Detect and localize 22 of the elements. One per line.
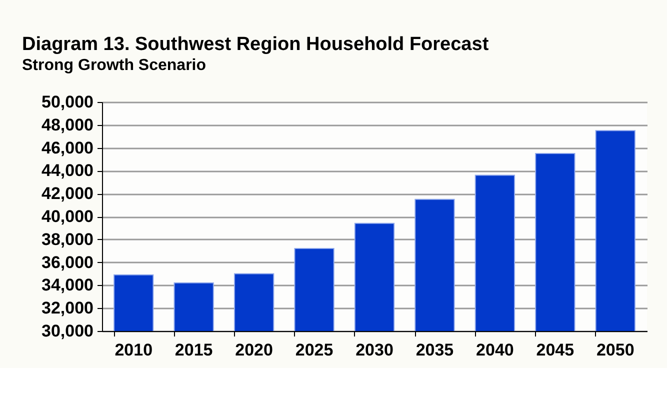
y-tick-label: 36,000 — [42, 252, 94, 272]
y-tick-label: 50,000 — [42, 92, 94, 112]
y-tick-label: 44,000 — [42, 161, 94, 180]
x-tick-label: 2035 — [416, 340, 454, 360]
y-tick-label: 30,000 — [42, 322, 94, 340]
x-tick-label: 2045 — [536, 340, 574, 360]
chart-title: Diagram 13. Southwest Region Household Forecast — [22, 34, 490, 55]
x-tick-label: 2010 — [114, 340, 153, 360]
x-tick-label: 2025 — [295, 340, 334, 360]
y-tick-label: 40,000 — [42, 207, 94, 226]
x-tick-label: 2015 — [174, 340, 213, 360]
x-tick-label: 2050 — [596, 340, 634, 360]
y-tick-label: 38,000 — [42, 230, 94, 249]
x-tick-label: 2040 — [476, 340, 514, 360]
x-tick-label: 2030 — [356, 340, 394, 360]
chart-subtitle: Strong Growth Scenario — [22, 57, 206, 74]
y-tick-label: 34,000 — [42, 276, 94, 295]
y-tick-label: 48,000 — [42, 115, 94, 134]
y-tick-label: 42,000 — [42, 184, 94, 204]
y-tick-label: 32,000 — [42, 298, 94, 318]
y-tick-label: 46,000 — [42, 138, 94, 158]
x-tick-label: 2020 — [235, 340, 273, 360]
